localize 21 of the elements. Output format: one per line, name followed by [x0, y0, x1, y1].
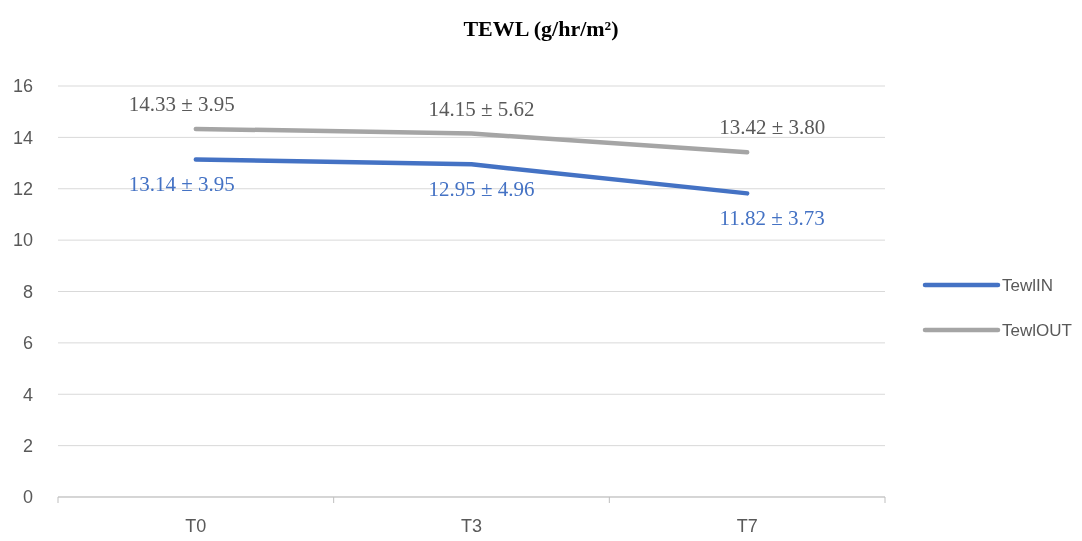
x-tick-label: T0 — [185, 516, 207, 536]
y-tick-label: 12 — [12, 179, 33, 200]
x-tick-label: T7 — [736, 516, 758, 536]
data-label: 14.33 ± 3.95 — [128, 91, 235, 116]
y-tick-label: 16 — [12, 76, 33, 97]
chart-title: TEWL (g/hr/m²) — [463, 16, 619, 41]
y-tick-label: 10 — [12, 230, 33, 251]
legend-label: TewlOUT — [1002, 320, 1072, 340]
data-label: 13.14 ± 3.95 — [128, 172, 235, 197]
y-tick-label: 8 — [22, 281, 33, 302]
data-label: 14.15 ± 5.62 — [428, 96, 535, 121]
y-tick-label: 4 — [22, 384, 33, 405]
y-tick-label: 2 — [22, 435, 33, 456]
legend-label: TewlIN — [1002, 275, 1054, 295]
data-label: 11.82 ± 3.73 — [719, 206, 825, 231]
data-label: 12.95 ± 4.96 — [428, 177, 535, 202]
y-tick-label: 0 — [22, 487, 33, 508]
data-label: 13.42 ± 3.80 — [719, 115, 826, 140]
x-tick-label: T3 — [460, 516, 483, 536]
y-tick-label: 14 — [12, 127, 33, 148]
y-tick-label: 6 — [22, 333, 33, 354]
